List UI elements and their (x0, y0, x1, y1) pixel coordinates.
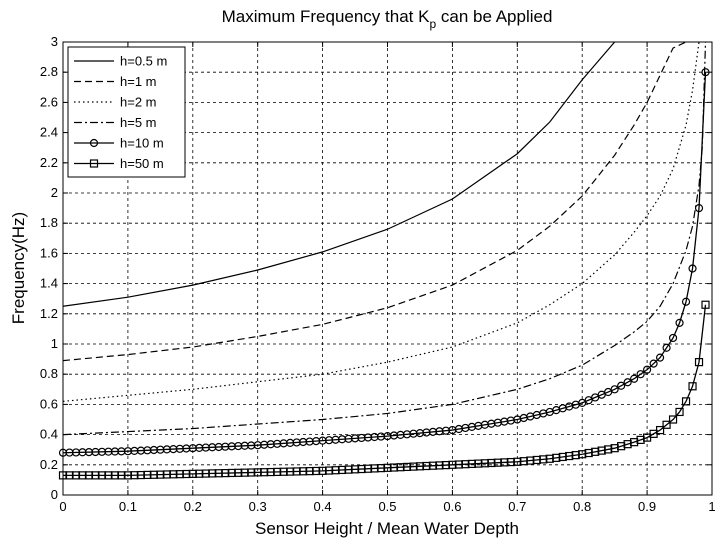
y-tick-label: 2.8 (40, 64, 58, 79)
series-marker-4 (688, 264, 697, 273)
series-marker-4 (662, 343, 671, 352)
series-marker-4 (681, 297, 691, 306)
legend-label-4: h=10 m (120, 136, 164, 151)
legend-label-2: h=2 m (120, 95, 157, 110)
series-marker-5 (675, 407, 684, 417)
x-tick-label: 0.4 (314, 499, 332, 514)
y-tick-label: 3 (51, 34, 58, 49)
y-tick-label: 2.4 (40, 125, 58, 140)
legend-marker-5 (89, 159, 99, 168)
x-tick-label: 1 (708, 499, 715, 514)
series-marker-4 (623, 378, 632, 387)
x-axis-title: Sensor Height / Mean Water Depth (255, 519, 519, 538)
y-tick-label: 1.2 (40, 306, 58, 321)
legend-box (67, 46, 186, 178)
x-tick-label: 0.6 (443, 499, 461, 514)
x-tick-label: 0.7 (508, 499, 526, 514)
series-marker-5 (694, 358, 704, 367)
legend-label-1: h=1 m (120, 74, 157, 89)
series-marker-5 (688, 382, 697, 391)
series-marker-4 (675, 318, 684, 327)
x-tick-label: 0.3 (249, 499, 267, 514)
series-marker-4 (668, 333, 678, 343)
y-tick-label: 2.6 (40, 94, 58, 109)
x-tick-label: 0.5 (378, 499, 396, 514)
data-markers (58, 68, 710, 480)
series-line-1 (63, 42, 687, 362)
legend: h=0.5 m h=1 m h=2 m h=5 m h=10 m h=50 m (67, 46, 186, 178)
legend-marker-4 (89, 138, 99, 148)
series-line-3 (63, 42, 707, 436)
y-axis-title: Frequency(Hz) (9, 212, 28, 324)
series-marker-4 (642, 365, 652, 374)
series-marker-4 (636, 370, 645, 379)
x-tick-label: 0.2 (184, 499, 202, 514)
series-line-2 (63, 42, 700, 402)
y-tick-label: 0.8 (40, 366, 58, 381)
y-tick-label: 0.4 (40, 427, 58, 442)
series-marker-4 (655, 353, 665, 362)
series-marker-5 (662, 420, 671, 429)
y-tick-label: 2 (51, 185, 58, 200)
y-tick-label: 0.6 (40, 396, 58, 411)
y-tick-label: 2.2 (40, 155, 58, 170)
series-marker-5 (681, 397, 691, 406)
y-tick-label: 0.2 (40, 457, 58, 472)
x-tick-label: 0 (59, 499, 66, 514)
series-marker-4 (617, 381, 626, 390)
series-marker-4 (630, 374, 639, 383)
series-marker-5 (668, 415, 678, 424)
y-tick-label: 1 (51, 336, 58, 351)
y-tick-label: 0 (51, 487, 58, 502)
y-tick-label: 1.4 (40, 276, 58, 291)
axis-ticks: 0 0.1 0.2 0.3 0.4 0.5 0.6 0.7 0.8 0.9 1 0 0.2 0.4 0.6 0… (40, 34, 716, 514)
x-tick-label: 0.1 (119, 499, 137, 514)
legend-label-5: h=50 m (120, 156, 164, 171)
x-tick-label: 0.8 (573, 499, 591, 514)
series-marker-5 (701, 300, 710, 309)
y-tick-label: 1.6 (40, 245, 58, 260)
legend-label-3: h=5 m (120, 115, 157, 130)
chart-title: Maximum Frequency that Kp can be Applied (222, 7, 553, 31)
series-marker-4 (694, 204, 704, 213)
y-tick-label: 1.8 (40, 215, 58, 230)
x-tick-label: 0.9 (638, 499, 656, 514)
series-marker-5 (655, 425, 665, 435)
series-marker-4 (610, 385, 619, 394)
legend-label-0: h=0.5 m (120, 54, 167, 69)
series-marker-4 (649, 359, 658, 368)
series-line-0 (63, 42, 616, 307)
